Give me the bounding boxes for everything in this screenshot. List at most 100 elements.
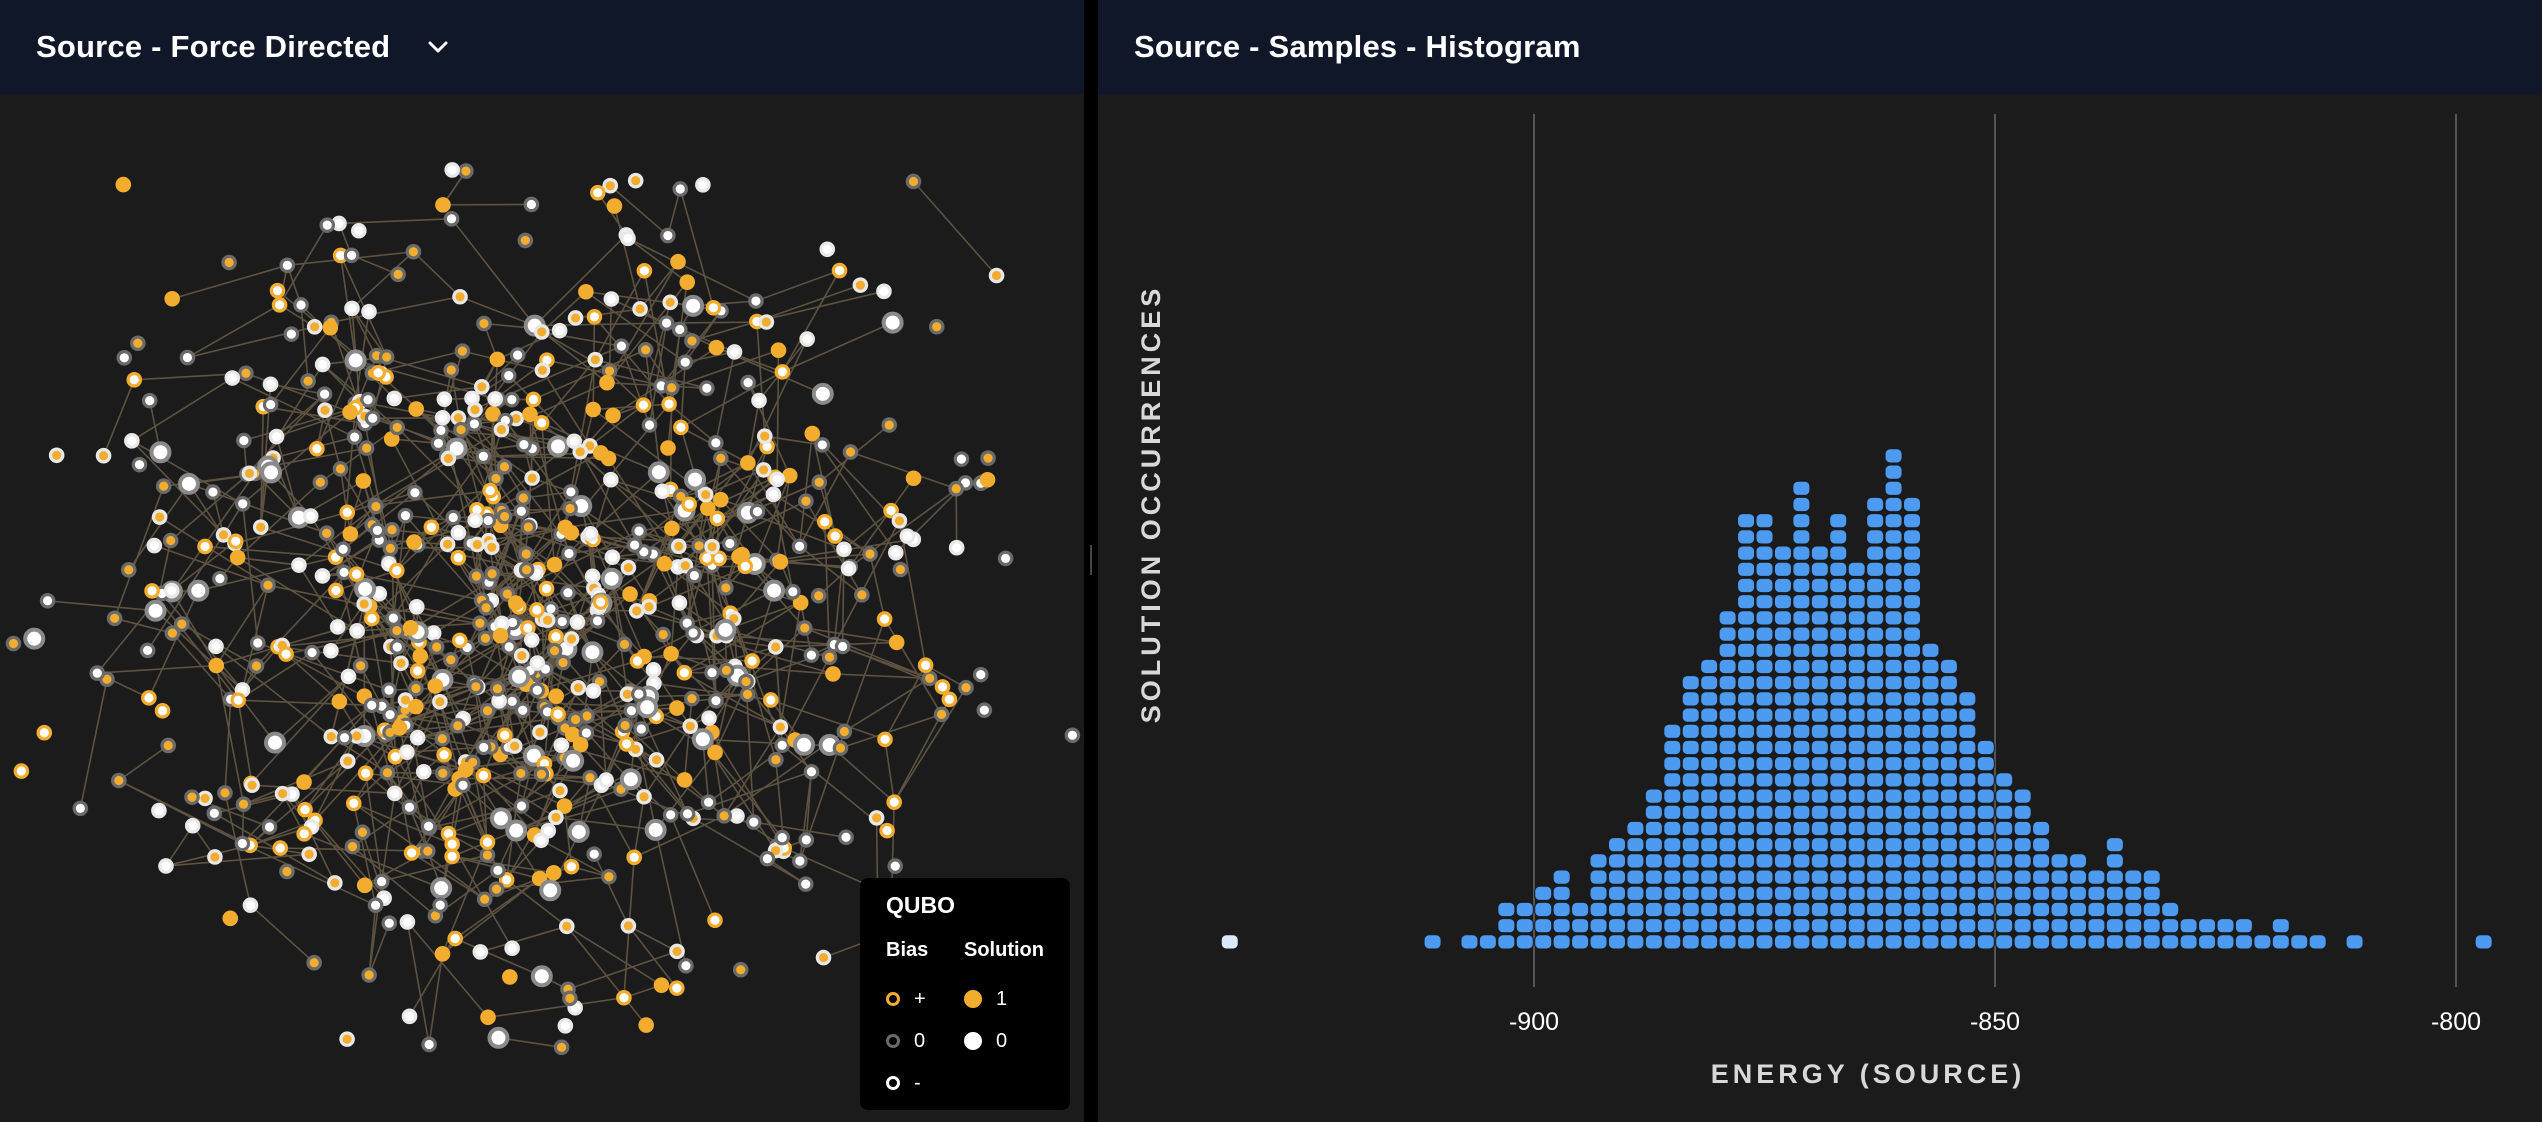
histogram-bar-cell[interactable] — [1939, 772, 1958, 788]
histogram-bar-cell[interactable] — [1903, 691, 1922, 707]
graph-node[interactable] — [421, 1036, 437, 1053]
graph-node[interactable] — [502, 969, 518, 985]
histogram-bar-cell[interactable] — [2216, 918, 2235, 934]
histogram-bar-cell[interactable] — [1792, 772, 1811, 788]
histogram-bar-cell[interactable] — [2013, 934, 2032, 950]
graph-node[interactable] — [419, 843, 436, 859]
graph-node[interactable] — [592, 594, 609, 610]
histogram-bar-cell[interactable] — [1755, 561, 1774, 577]
histogram-bar-cell[interactable] — [1497, 934, 1516, 950]
graph-node[interactable] — [641, 599, 657, 615]
histogram-bar-cell[interactable] — [1921, 723, 1940, 739]
graph-node[interactable] — [881, 417, 898, 433]
graph-node[interactable] — [430, 435, 447, 452]
histogram-bar-cell[interactable] — [1976, 837, 1995, 853]
graph-node[interactable] — [388, 562, 405, 579]
graph-node[interactable] — [154, 702, 171, 719]
histogram-bar-cell[interactable] — [1939, 675, 1958, 691]
histogram-bar-cell[interactable] — [1903, 594, 1922, 610]
histogram-bar-cell[interactable] — [1626, 918, 1645, 934]
graph-node[interactable] — [513, 503, 530, 520]
histogram-bar-cell[interactable] — [1866, 594, 1885, 610]
histogram-bar-cell[interactable] — [1921, 837, 1940, 853]
graph-node[interactable] — [367, 897, 384, 913]
histogram-bar-cell[interactable] — [1644, 788, 1663, 804]
graph-node[interactable] — [972, 666, 989, 683]
histogram-bar-cell[interactable] — [1552, 885, 1571, 901]
graph-node[interactable] — [578, 283, 594, 300]
graph-node[interactable] — [737, 558, 754, 575]
graph-node[interactable] — [370, 365, 386, 381]
graph-node[interactable] — [478, 599, 494, 616]
histogram-bar-cell[interactable] — [1718, 837, 1737, 853]
histogram-bar-cell[interactable] — [1810, 675, 1829, 691]
graph-node[interactable] — [160, 737, 177, 754]
histogram-bar-cell[interactable] — [1995, 837, 2014, 853]
histogram-bar-cell[interactable] — [1737, 577, 1756, 594]
graph-node[interactable] — [513, 647, 530, 664]
graph-node[interactable] — [479, 702, 496, 719]
graph-node[interactable] — [493, 421, 510, 438]
histogram-bar-cell[interactable] — [1921, 853, 1940, 869]
histogram-bar-cell[interactable] — [2198, 918, 2217, 934]
graph-node[interactable] — [205, 484, 221, 500]
graph-node[interactable] — [500, 367, 517, 384]
histogram-bar-cell[interactable] — [1773, 561, 1792, 577]
histogram-bar-cell[interactable] — [1884, 658, 1903, 675]
histogram-bar-cell[interactable] — [2161, 934, 2180, 950]
graph-node[interactable] — [892, 561, 909, 578]
graph-node[interactable] — [671, 538, 687, 555]
histogram-bar-cell[interactable] — [1903, 788, 1922, 804]
histogram-bar-cell[interactable] — [1921, 691, 1940, 707]
graph-node[interactable] — [669, 700, 685, 716]
graph-node[interactable] — [868, 810, 885, 826]
histogram-bar-cell[interactable] — [1515, 901, 1534, 918]
histogram-bar-cell[interactable] — [1903, 869, 1922, 885]
histogram-bar-cell[interactable] — [1866, 642, 1885, 658]
histogram-bar-cell[interactable] — [1810, 918, 1829, 934]
graph-node[interactable] — [563, 484, 579, 500]
histogram-bar-cell[interactable] — [1755, 804, 1774, 820]
histogram-bar-cell[interactable] — [1589, 885, 1608, 901]
graph-node[interactable] — [836, 541, 852, 558]
histogram-bar-cell[interactable] — [1866, 756, 1885, 772]
graph-node[interactable] — [262, 396, 279, 413]
graph-node[interactable] — [547, 435, 570, 458]
graph-node[interactable] — [336, 564, 352, 581]
histogram-bar-cell[interactable] — [2105, 853, 2124, 869]
graph-node[interactable] — [635, 397, 652, 413]
graph-node[interactable] — [344, 349, 367, 372]
graph-node[interactable] — [628, 603, 645, 619]
histogram-bar-cell[interactable] — [2013, 837, 2032, 853]
histogram-bar-cell[interactable] — [1884, 675, 1903, 691]
graph-node[interactable] — [472, 944, 489, 960]
graph-node[interactable] — [647, 461, 670, 484]
histogram-bar-cell[interactable] — [1700, 772, 1719, 788]
histogram-bar-cell[interactable] — [1737, 707, 1756, 723]
graph-node[interactable] — [432, 897, 448, 913]
histogram-bar-cell[interactable] — [1626, 820, 1645, 837]
graph-node[interactable] — [402, 619, 419, 636]
graph-node[interactable] — [384, 521, 400, 538]
histogram-bar-cell[interactable] — [1718, 707, 1737, 723]
graph-node[interactable] — [768, 751, 784, 768]
graph-node[interactable] — [934, 679, 951, 695]
histogram-bar-cell[interactable] — [1939, 918, 1958, 934]
histogram-bar-cell[interactable] — [1792, 691, 1811, 707]
histogram-bar-cell[interactable] — [2013, 901, 2032, 918]
graph-node[interactable] — [399, 914, 416, 930]
histogram-bar-cell[interactable] — [1921, 772, 1940, 788]
graph-node[interactable] — [876, 611, 893, 627]
graph-node[interactable] — [488, 881, 505, 897]
histogram-bar-cell[interactable] — [1976, 788, 1995, 804]
graph-node[interactable] — [393, 655, 409, 672]
histogram-bar-cell[interactable] — [1976, 934, 1995, 950]
histogram-bar-cell[interactable] — [1718, 885, 1737, 901]
graph-node[interactable] — [389, 622, 405, 639]
graph-node[interactable] — [523, 632, 540, 648]
histogram-bar-cell[interactable] — [1718, 691, 1737, 707]
histogram-bar-cell[interactable] — [1792, 545, 1811, 561]
histogram-bar-cell[interactable] — [1829, 869, 1848, 885]
graph-node[interactable] — [661, 396, 677, 412]
histogram-bar-cell[interactable] — [1755, 658, 1774, 675]
